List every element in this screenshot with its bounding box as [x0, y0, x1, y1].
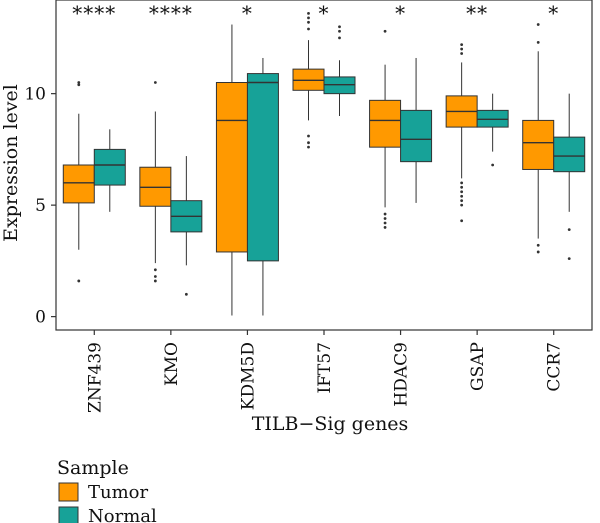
outlier-point	[307, 11, 310, 15]
legend-swatch-tumor	[58, 482, 79, 502]
outlier-point	[338, 29, 341, 33]
y-axis: 0 5 10	[24, 85, 56, 328]
outlier-point	[460, 203, 464, 207]
outlier-point	[460, 190, 464, 194]
outlier-point	[567, 257, 571, 261]
plot-area: **** **** * * * ** *	[55, 0, 593, 331]
y-tick-label: 10	[24, 85, 46, 105]
legend-label-normal: Normal	[88, 506, 157, 523]
x-tick-label: CCR7	[545, 342, 565, 392]
box-body	[215, 82, 248, 253]
outlier-point	[307, 145, 310, 149]
x-tick-label: GSAP	[468, 342, 488, 391]
outlier-point	[491, 163, 495, 167]
box-tumor-hdac9	[369, 29, 402, 229]
outlier-point	[307, 16, 310, 20]
box-normal-kdm5d	[246, 57, 279, 316]
outlier-point	[153, 279, 157, 283]
box-tumor-znf439	[62, 81, 95, 283]
box-body	[246, 73, 279, 262]
outlier-point	[153, 268, 157, 272]
box-tumor-ccr7	[522, 23, 555, 254]
outlier-point	[77, 279, 81, 283]
outlier-point	[460, 219, 464, 223]
box-normal-kmo	[170, 156, 203, 296]
box-normal-znf439	[93, 129, 126, 212]
outlier-point	[153, 81, 157, 84]
outlier-point	[460, 52, 464, 55]
x-tick-label: HDAC9	[392, 342, 412, 407]
outlier-point	[460, 47, 464, 51]
outlier-point	[153, 275, 157, 278]
legend-swatch-normal	[58, 506, 79, 523]
box-normal-gsap	[476, 93, 509, 167]
outlier-point	[536, 40, 540, 44]
box-tumor-kdm5d	[215, 24, 248, 316]
y-tick-label: 5	[35, 196, 46, 216]
outlier-point	[383, 29, 387, 33]
box-body	[369, 99, 402, 148]
outlier-point	[338, 36, 341, 40]
y-axis-label: Expression level	[0, 84, 22, 242]
box-body	[62, 164, 95, 204]
legend-title: Sample	[57, 457, 129, 479]
outlier-point	[307, 20, 310, 24]
outlier-point	[383, 221, 387, 225]
x-tick-label: KMO	[162, 342, 182, 386]
significance-label: *	[548, 1, 559, 25]
outlier-point	[338, 25, 341, 29]
legend-label-tumor: Tumor	[88, 482, 149, 503]
outlier-point	[77, 81, 81, 84]
box-body	[553, 136, 586, 173]
significance-label: ****	[149, 1, 193, 25]
outlier-point	[77, 83, 81, 87]
outlier-point	[536, 23, 540, 26]
box-tumor-gsap	[445, 43, 478, 223]
box-body	[400, 109, 433, 163]
outlier-point	[383, 212, 387, 216]
outlier-point	[536, 243, 540, 247]
box-normal-ccr7	[553, 93, 586, 261]
outlier-point	[460, 181, 464, 185]
x-tick-label: KDM5D	[238, 342, 258, 410]
x-axis: ZNF439 KMO KDM5D IFT57 HDAC9 GSAP CCR7	[85, 330, 565, 413]
outlier-point	[460, 185, 464, 189]
significance-label: *	[242, 1, 253, 25]
significance-label: *	[395, 1, 406, 25]
outlier-point	[460, 199, 464, 203]
outlier-point	[460, 43, 464, 46]
box-body	[522, 119, 555, 170]
plot-panel-border	[55, 0, 593, 331]
x-tick-label: IFT57	[315, 342, 335, 393]
x-tick-label: ZNF439	[85, 342, 105, 413]
significance-label: **	[466, 1, 488, 25]
y-tick-label: 0	[35, 308, 46, 328]
outlier-point	[383, 226, 387, 229]
outlier-point	[307, 134, 310, 138]
outlier-point	[307, 27, 310, 31]
x-axis-label: TILB−Sig genes	[252, 413, 409, 435]
box-body	[93, 148, 126, 186]
outlier-point	[383, 217, 387, 220]
box-normal-ift57	[323, 25, 356, 116]
box-normal-hdac9	[400, 57, 433, 203]
box-tumor-kmo	[139, 81, 172, 283]
outlier-point	[184, 292, 188, 296]
significance-label: *	[319, 1, 330, 25]
legend: Sample Tumor Normal	[57, 457, 157, 523]
outlier-point	[307, 141, 310, 145]
box-tumor-ift57	[292, 11, 325, 149]
outlier-point	[567, 228, 571, 232]
outlier-point	[460, 194, 464, 198]
significance-label: ****	[72, 1, 116, 25]
outlier-point	[536, 250, 540, 254]
